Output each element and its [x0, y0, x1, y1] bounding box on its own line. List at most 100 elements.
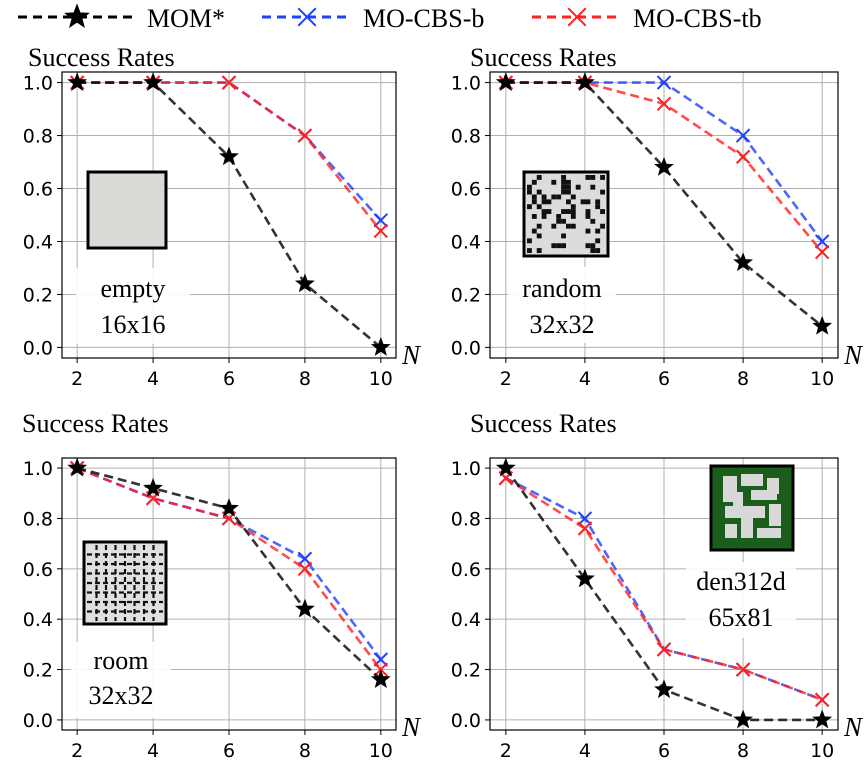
chart-panel-3: Success Rates 0.0 0.2 0.4 0.6 0.8 1.0 2 4 6 8 10 Nro… — [22, 409, 422, 762]
series-mom- — [67, 457, 391, 689]
axes-frame — [61, 457, 397, 731]
chart-panel-4: Success Rates 0.0 0.2 0.4 0.6 0.8 1.0 2 4 6 8 10 Nde… — [451, 409, 864, 762]
x-tick-label: 8 — [737, 740, 749, 762]
legend-label: MOM* — [147, 4, 225, 33]
empty-map-icon — [86, 170, 168, 250]
y-tick-label: 1.0 — [451, 458, 481, 480]
series-mom- — [495, 72, 833, 335]
x-tick-label: 6 — [658, 368, 670, 390]
data-point — [143, 477, 163, 497]
chart-panel-2: Success Rates 0.0 0.2 0.4 0.6 0.8 1.0 2 4 6 8 10 Nra… — [451, 43, 864, 390]
data-point — [295, 273, 315, 293]
x-tick-label: 4 — [579, 368, 591, 390]
data-point — [221, 75, 237, 90]
y-tick-label: 0.0 — [451, 710, 481, 732]
map-name-label: den312d — [696, 567, 786, 596]
x-tick-label: 8 — [299, 368, 311, 390]
data-point — [575, 568, 595, 588]
data-point — [373, 223, 389, 239]
data-point — [575, 72, 595, 92]
legend-entry-2: MO-CBS-tb — [532, 4, 762, 33]
legend-label: MO-CBS-tb — [633, 4, 762, 33]
x-axis-label: N — [843, 340, 864, 370]
data-point — [67, 72, 88, 92]
data-point — [656, 642, 672, 657]
y-tick-label: 0.8 — [451, 126, 481, 148]
x-axis-label: N — [401, 712, 422, 742]
x-tick-label: 2 — [500, 740, 512, 762]
data-point — [656, 96, 672, 111]
chart-title: Success Rates — [28, 43, 175, 72]
map-size-label: 65x81 — [709, 603, 774, 632]
x-tick-label: 10 — [369, 740, 393, 762]
y-tick-label: 0.6 — [451, 559, 481, 581]
series-mom- — [67, 72, 391, 356]
x-tick-label: 4 — [147, 368, 159, 390]
data-point — [812, 315, 833, 335]
x-axis-label: N — [401, 340, 422, 370]
data-point — [577, 521, 593, 536]
map-size-label: 32x32 — [530, 310, 595, 339]
y-tick-label: 0.2 — [451, 284, 481, 306]
x-tick-label: 6 — [223, 368, 235, 390]
y-tick-label: 1.0 — [23, 458, 53, 480]
data-point — [812, 709, 833, 729]
y-tick-label: 0.0 — [451, 337, 481, 359]
data-point — [219, 146, 239, 166]
data-point — [297, 128, 313, 143]
room-map-icon — [82, 540, 168, 626]
y-tick-label: 0.2 — [23, 660, 53, 682]
chart-title: Success Rates — [470, 409, 617, 438]
y-tick-label: 1.0 — [451, 73, 481, 95]
data-point — [143, 72, 163, 92]
y-tick-label: 0.2 — [23, 284, 53, 306]
y-tick-label: 0.8 — [23, 508, 53, 530]
y-tick-label: 1.0 — [23, 73, 53, 95]
y-tick-label: 0.0 — [23, 337, 53, 359]
x-tick-label: 4 — [147, 740, 159, 762]
chart-title: Success Rates — [22, 409, 169, 438]
axes-frame — [489, 457, 839, 731]
data-point — [370, 336, 391, 356]
legend-entry-0: MOM* — [18, 3, 225, 33]
data-point — [219, 497, 239, 517]
map-label-box — [508, 267, 616, 343]
legend: MOM* MO-CBS-b MO-CBS-tb — [18, 3, 762, 33]
x-icon — [567, 7, 587, 27]
x-tick-label: 4 — [579, 740, 591, 762]
y-tick-label: 0.0 — [23, 710, 53, 732]
y-tick-label: 0.6 — [23, 179, 53, 201]
star-icon — [64, 3, 90, 28]
map-label-box — [76, 268, 190, 344]
y-tick-label: 0.4 — [23, 231, 53, 253]
legend-entry-1: MO-CBS-b — [262, 4, 484, 33]
map-name-label: random — [522, 274, 601, 303]
den312d-map-icon — [709, 464, 795, 552]
data-point — [733, 252, 753, 272]
data-point — [495, 457, 516, 477]
axes-frame — [61, 71, 397, 359]
y-tick-label: 0.4 — [451, 231, 481, 253]
data-point — [814, 692, 830, 707]
x-tick-label: 2 — [71, 368, 83, 390]
y-tick-label: 0.2 — [451, 660, 481, 682]
chart-title: Success Rates — [470, 43, 617, 72]
chart-panels: Success Rates 0.0 0.2 0.4 0.6 0.8 1.0 2 4 6 8 10 Nem… — [22, 43, 864, 762]
data-point — [297, 561, 313, 577]
data-point — [67, 457, 88, 477]
series-mom- — [495, 457, 833, 729]
map-label-box — [686, 562, 796, 638]
x-tick-label: 10 — [369, 368, 393, 390]
x-tick-label: 8 — [299, 740, 311, 762]
data-point — [654, 156, 674, 176]
data-point — [735, 662, 751, 677]
series-mo-cbs-tb — [498, 470, 830, 707]
x-tick-label: 6 — [658, 740, 670, 762]
y-tick-label: 0.8 — [451, 508, 481, 530]
x-tick-label: 6 — [223, 740, 235, 762]
map-size-label: 16x16 — [101, 310, 166, 339]
y-tick-label: 0.6 — [23, 559, 53, 581]
map-label-box — [71, 642, 171, 718]
x-tick-label: 2 — [500, 368, 512, 390]
